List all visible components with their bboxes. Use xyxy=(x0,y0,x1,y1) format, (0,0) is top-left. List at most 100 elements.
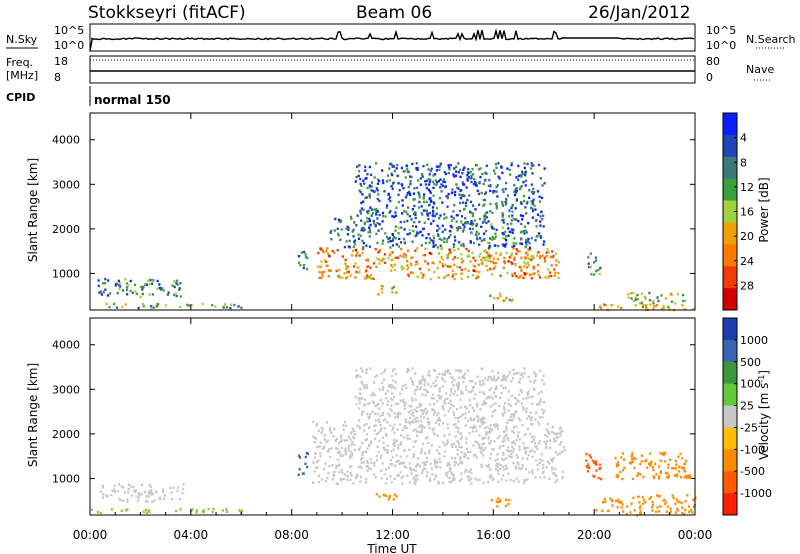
velocity-data-cell xyxy=(207,507,210,511)
power-data-cell xyxy=(466,255,469,258)
power-data-cell xyxy=(514,207,517,210)
velocity-colorbar-swatch xyxy=(723,449,737,472)
velocity-data-cell xyxy=(615,463,618,466)
power-data-cell xyxy=(118,287,121,291)
power-data-cell xyxy=(151,293,154,296)
velocity-colorbar-swatch xyxy=(723,318,737,341)
velocity-data-cell xyxy=(405,420,408,424)
velocity-data-cell xyxy=(555,432,558,436)
velocity-data-cell xyxy=(134,489,138,492)
velocity-data-cell xyxy=(317,474,320,478)
power-data-cell xyxy=(364,165,367,169)
power-data-cell xyxy=(524,206,527,209)
power-data-cell xyxy=(502,190,505,194)
velocity-data-cell xyxy=(620,500,623,504)
power-data-cell xyxy=(427,168,430,171)
power-data-cell xyxy=(118,282,122,286)
velocity-data-cell xyxy=(634,457,637,460)
velocity-data-cell xyxy=(502,436,505,440)
power-data-cell xyxy=(356,251,359,254)
velocity-data-cell xyxy=(486,425,489,429)
velocity-data-cell xyxy=(432,397,435,400)
power-data-cell xyxy=(485,221,488,225)
power-data-cell xyxy=(507,234,510,238)
power-data-cell xyxy=(652,302,655,305)
power-data-cell xyxy=(432,211,435,214)
velocity-data-cell xyxy=(495,378,499,381)
velocity-data-cell xyxy=(149,491,152,494)
velocity-data-cell xyxy=(129,485,133,488)
velocity-data-cell xyxy=(461,413,464,416)
power-data-cell xyxy=(457,162,460,165)
velocity-data-cell xyxy=(324,480,327,483)
power-data-cell xyxy=(405,259,409,263)
power-data-cell xyxy=(306,256,309,260)
velocity-data-cell xyxy=(644,501,647,504)
velocity-data-cell xyxy=(452,442,456,446)
power-data-cell xyxy=(470,220,473,224)
velocity-data-cell xyxy=(433,462,437,465)
power-data-cell xyxy=(532,257,535,260)
velocity-data-cell xyxy=(419,386,423,389)
velocity-data-cell xyxy=(678,500,681,504)
velocity-data-cell xyxy=(361,410,364,414)
velocity-data-cell xyxy=(485,464,488,468)
power-data-cell xyxy=(454,239,457,242)
power-data-cell xyxy=(403,237,406,241)
velocity-data-cell xyxy=(489,475,492,479)
velocity-data-cell xyxy=(511,445,514,448)
velocity-data-cell xyxy=(363,398,366,401)
velocity-data-cell xyxy=(551,458,554,461)
velocity-data-cell xyxy=(405,426,409,430)
velocity-data-cell xyxy=(491,414,494,418)
velocity-data-cell xyxy=(508,499,511,502)
power-data-cell xyxy=(369,273,373,277)
power-data-cell xyxy=(399,247,403,251)
velocity-data-cell xyxy=(100,490,103,493)
velocity-data-cell xyxy=(540,453,543,456)
velocity-colorbar-swatch xyxy=(723,405,737,428)
power-data-cell xyxy=(420,211,423,215)
velocity-data-cell xyxy=(390,386,393,389)
velocity-data-cell xyxy=(428,370,431,373)
velocity-data-cell xyxy=(369,441,372,445)
velocity-data-cell xyxy=(359,375,362,378)
power-data-cell xyxy=(335,269,338,273)
power-data-cell xyxy=(473,177,476,181)
power-data-cell xyxy=(367,209,370,213)
velocity-data-cell xyxy=(541,416,544,419)
velocity-data-cell xyxy=(401,384,404,388)
velocity-data-cell xyxy=(456,430,460,433)
velocity-data-cell xyxy=(380,372,383,375)
velocity-data-cell xyxy=(527,454,530,457)
velocity-data-cell xyxy=(421,424,424,427)
power-data-cell xyxy=(406,264,409,267)
power-data-cell xyxy=(501,212,504,215)
velocity-data-cell xyxy=(435,466,438,469)
power-data-cell xyxy=(375,209,378,213)
velocity-data-cell xyxy=(422,461,425,465)
velocity-data-cell xyxy=(370,467,373,471)
power-data-cell xyxy=(497,175,500,179)
power-data-cell xyxy=(376,217,379,220)
power-data-cell xyxy=(428,203,431,207)
velocity-data-cell xyxy=(319,441,322,444)
velocity-data-cell xyxy=(551,466,554,470)
power-data-cell xyxy=(139,295,142,299)
power-data-cell xyxy=(391,265,394,269)
power-data-cell xyxy=(519,242,522,245)
velocity-data-cell xyxy=(394,372,397,376)
power-data-cell xyxy=(351,254,354,257)
power-data-cell xyxy=(434,179,437,182)
power-data-cell xyxy=(495,205,498,208)
power-data-cell xyxy=(492,257,495,261)
velocity-data-cell xyxy=(478,425,482,428)
power-data-cell xyxy=(476,189,479,193)
velocity-data-cell xyxy=(674,467,677,470)
power-data-cell xyxy=(222,306,225,309)
velocity-data-cell xyxy=(434,369,437,373)
power-data-cell xyxy=(514,191,517,195)
power-data-cell xyxy=(481,221,485,224)
velocity-data-cell xyxy=(366,447,369,450)
velocity-data-cell xyxy=(444,370,447,373)
